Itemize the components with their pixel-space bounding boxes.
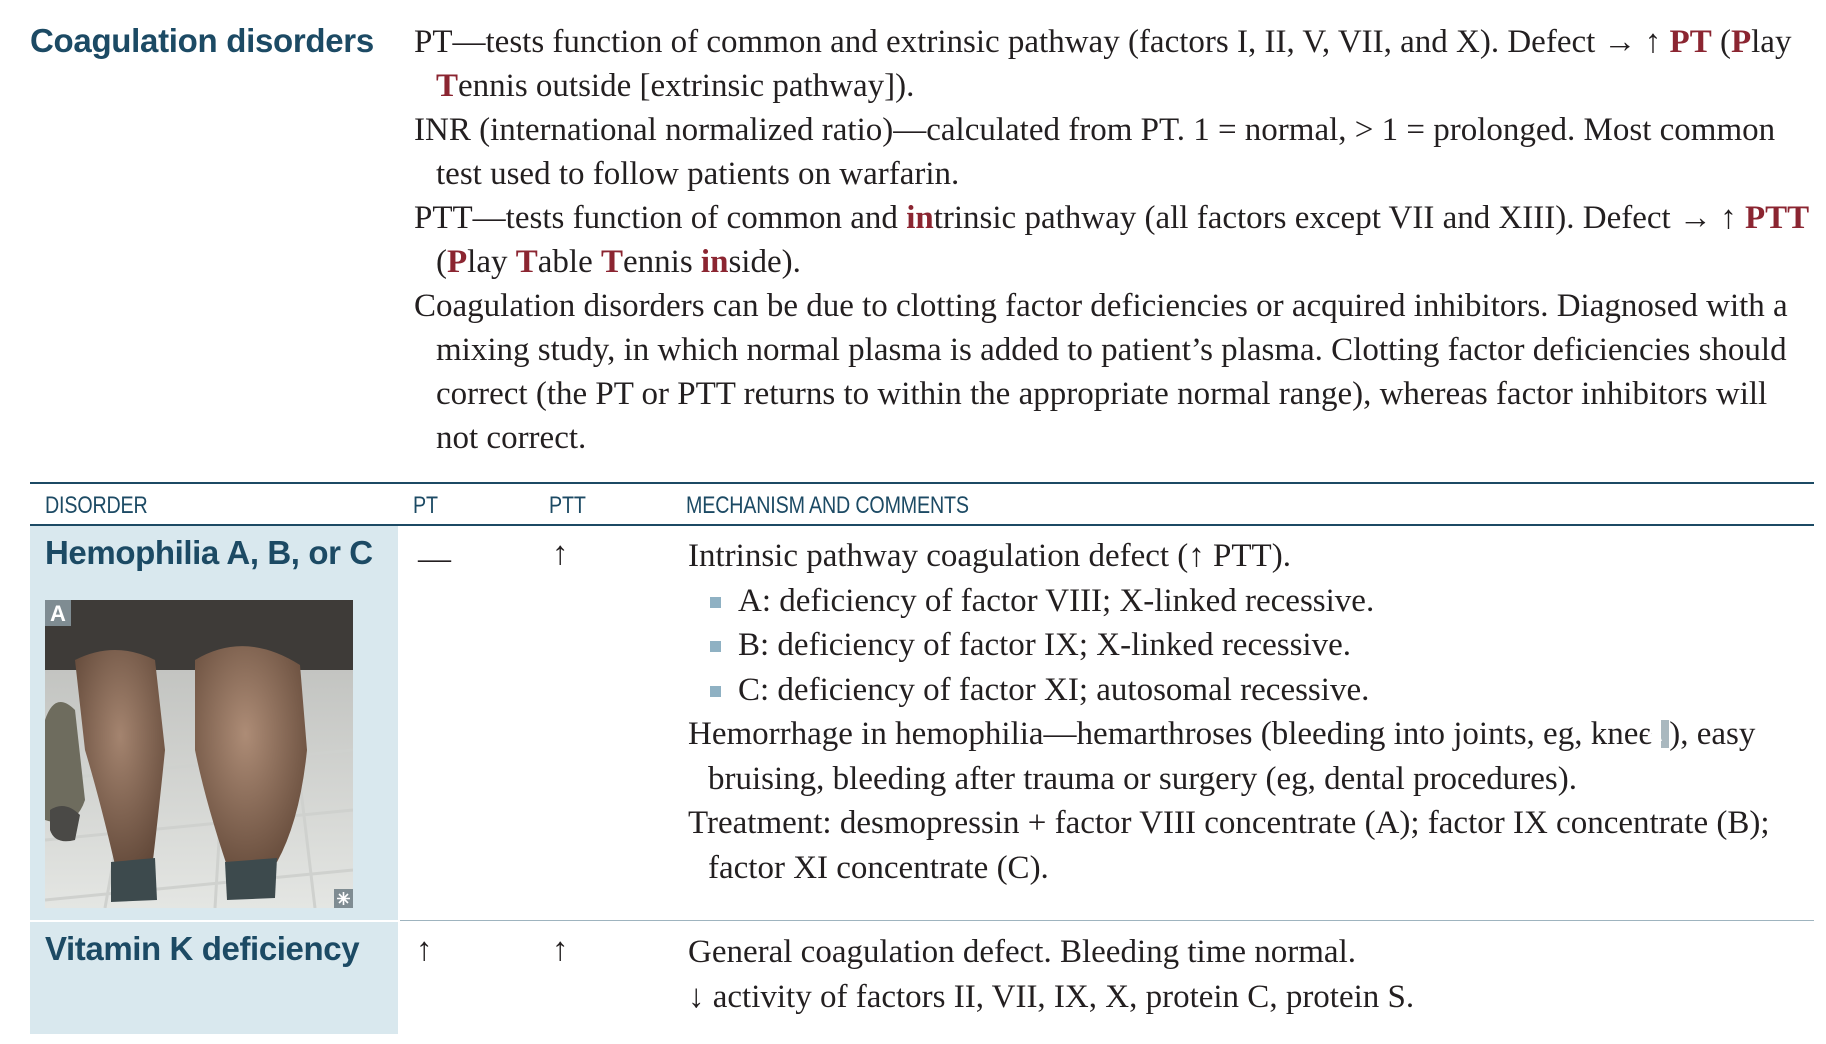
section-title: Coagulation disorders (30, 22, 374, 59)
vitamin-k-label-cell (30, 922, 398, 1034)
header-pt: PT (413, 492, 438, 519)
vitamin-k-mechanism: General coagulation defect. Bleeding tim… (688, 930, 1818, 1019)
vitamin-k-line2: ↓ activity of factors II, VII, IX, X, pr… (688, 978, 1415, 1015)
intro-pt: PT—tests function of common and extrinsi… (414, 24, 1792, 104)
table-top-rule (30, 482, 1814, 484)
asterisk-icon (337, 892, 350, 905)
hemophilia-pt: — (418, 541, 451, 577)
figure-ref-a: A (1645, 720, 1670, 748)
bullet-hemophilia-b: B: deficiency of factor IX; X-linked rec… (688, 623, 1818, 668)
disorder-hemophilia: Hemophilia A, B, or C (45, 534, 373, 571)
disorder-vitamin-k: Vitamin K deficiency (45, 930, 360, 967)
bullet-hemophilia-a: A: deficiency of factor VIII; X-linked r… (688, 579, 1818, 624)
vitamin-k-ptt: ↑ (552, 932, 569, 968)
table-header-rule (30, 524, 1814, 526)
intro-text: PT—tests function of common and extrinsi… (414, 20, 1814, 460)
knee-photo-illustration: A (45, 600, 353, 908)
vitamin-k-line1: General coagulation defect. Bleeding tim… (688, 934, 1356, 970)
hemophilia-hemorrhage: Hemorrhage in hemophilia—hemarthroses (b… (688, 716, 1756, 797)
hemophilia-treatment: Treatment: desmopressin + factor VIII co… (688, 805, 1770, 886)
header-disorder: DISORDER (45, 492, 148, 519)
figure-label-a: A (50, 601, 66, 626)
hemophilia-ptt: ↑ (552, 536, 569, 572)
vitamin-k-pt: ↑ (416, 932, 433, 968)
intro-inr: INR (international normalized ratio)—cal… (414, 112, 1776, 192)
knee-hemarthrosis-photo: A (45, 600, 353, 908)
intro-mixing-study: Coagulation disorders can be due to clot… (414, 288, 1788, 456)
header-mechanism: MECHANISM AND COMMENTS (686, 492, 969, 519)
bullet-hemophilia-c: C: deficiency of factor XI; autosomal re… (688, 668, 1818, 713)
intro-ptt: PTT—tests function of common and intrins… (414, 200, 1810, 280)
header-ptt: PTT (549, 492, 586, 519)
hemophilia-mechanism: Intrinsic pathway coagulation defect (↑ … (688, 534, 1818, 890)
row-divider (400, 920, 1814, 921)
hemophilia-line1: Intrinsic pathway coagulation defect (↑ … (688, 538, 1291, 574)
